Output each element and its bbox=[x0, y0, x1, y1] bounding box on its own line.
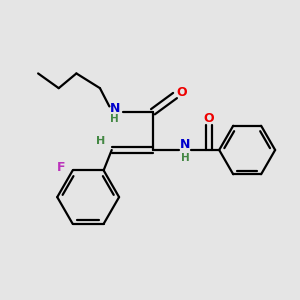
Text: O: O bbox=[204, 112, 214, 125]
Text: H: H bbox=[96, 136, 105, 146]
Text: H: H bbox=[110, 114, 119, 124]
Text: O: O bbox=[176, 86, 187, 99]
Text: N: N bbox=[110, 102, 120, 115]
Text: H: H bbox=[181, 153, 190, 163]
Text: F: F bbox=[57, 161, 66, 175]
Text: N: N bbox=[180, 138, 190, 151]
